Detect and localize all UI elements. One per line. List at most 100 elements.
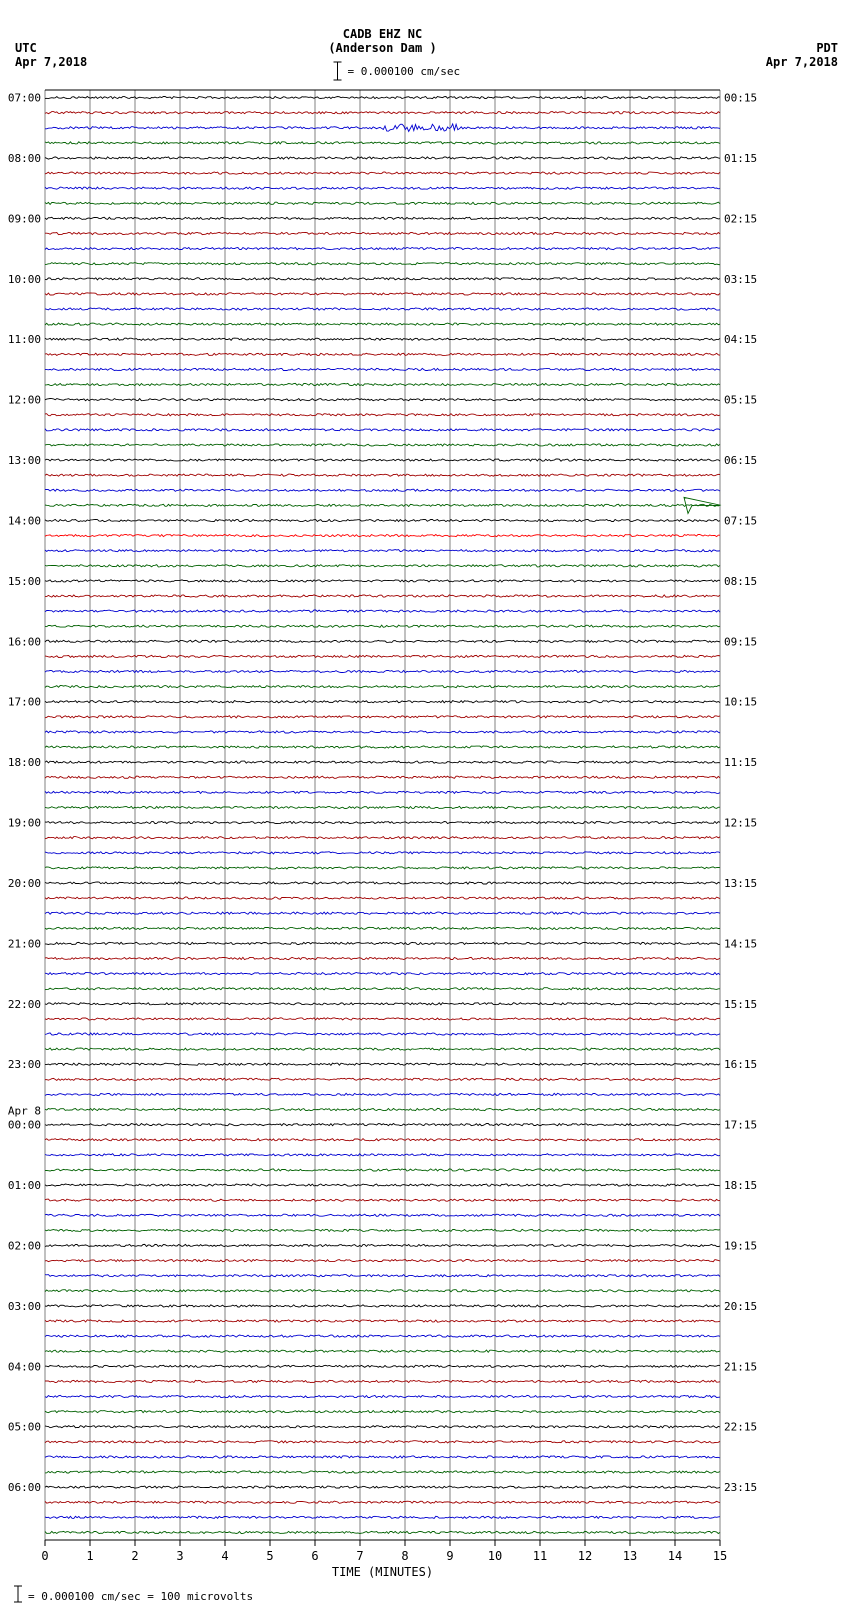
seismic-trace [45, 497, 720, 513]
seismic-trace [45, 535, 720, 537]
x-tick-label: 14 [668, 1549, 682, 1563]
seismic-trace [45, 957, 720, 959]
scale-text: = 0.000100 cm/sec [348, 65, 461, 78]
pdt-time-label: 23:15 [724, 1481, 757, 1494]
seismic-trace [45, 338, 720, 340]
seismic-trace [45, 414, 720, 416]
seismic-trace [45, 1275, 720, 1277]
x-axis-label: TIME (MINUTES) [332, 1565, 433, 1579]
x-tick-label: 15 [713, 1549, 727, 1563]
station-id: CADB EHZ NC [343, 27, 422, 41]
seismic-trace [45, 670, 720, 672]
utc-time-label: 17:00 [8, 696, 41, 709]
x-tick-label: 13 [623, 1549, 637, 1563]
pdt-time-label: 21:15 [724, 1360, 757, 1373]
x-tick-label: 12 [578, 1549, 592, 1563]
utc-time-label: 16:00 [8, 635, 41, 648]
seismic-trace [45, 474, 720, 476]
seismic-trace [45, 1184, 720, 1186]
pdt-time-label: 19:15 [724, 1239, 757, 1252]
seismic-trace [45, 97, 720, 99]
pdt-time-label: 05:15 [724, 394, 757, 407]
seismic-trace [45, 1380, 720, 1382]
x-tick-label: 8 [401, 1549, 408, 1563]
x-tick-label: 1 [86, 1549, 93, 1563]
seismic-trace [45, 1214, 720, 1216]
pdt-time-label: 09:15 [724, 635, 757, 648]
seismic-trace [45, 806, 720, 808]
seismic-trace [45, 217, 720, 219]
seismic-trace [45, 399, 720, 401]
utc-time-label: 20:00 [8, 877, 41, 890]
pdt-time-label: 11:15 [724, 756, 757, 769]
utc-time-label: 03:00 [8, 1300, 41, 1313]
x-tick-label: 7 [356, 1549, 363, 1563]
seismic-trace [45, 973, 720, 975]
seismic-trace [45, 897, 720, 899]
utc-time-label: 08:00 [8, 152, 41, 165]
seismic-trace [45, 550, 720, 552]
seismic-trace [45, 625, 720, 627]
seismic-trace [45, 1471, 720, 1473]
utc-date-marker: Apr 8 [8, 1105, 41, 1118]
seismic-trace [45, 610, 720, 612]
pdt-time-label: 12:15 [724, 817, 757, 830]
seismic-trace [45, 172, 720, 174]
utc-time-label: 04:00 [8, 1360, 41, 1373]
seismic-trace [45, 489, 720, 491]
seismic-trace [45, 927, 720, 929]
utc-time-label: 19:00 [8, 817, 41, 830]
seismic-trace [45, 686, 720, 688]
seismic-trace [45, 263, 720, 265]
utc-time-label: 23:00 [8, 1058, 41, 1071]
utc-time-label: 07:00 [8, 92, 41, 105]
pdt-time-label: 10:15 [724, 696, 757, 709]
seismic-trace [45, 1395, 720, 1397]
utc-time-label: 14:00 [8, 514, 41, 527]
seismic-trace [45, 1365, 720, 1367]
seismic-trace [45, 1320, 720, 1322]
seismic-trace [45, 1078, 720, 1080]
seismic-trace [45, 701, 720, 703]
seismic-trace [45, 746, 720, 748]
seismogram-svg: CADB EHZ NC(Anderson Dam )= 0.000100 cm/… [0, 0, 850, 1613]
pdt-time-label: 03:15 [724, 273, 757, 286]
seismic-trace [45, 1229, 720, 1231]
right-date-label: Apr 7,2018 [766, 55, 838, 69]
seismic-trace [45, 1048, 720, 1050]
seismic-trace [45, 232, 720, 234]
seismic-trace [45, 308, 720, 310]
utc-time-label: 09:00 [8, 212, 41, 225]
utc-time-label: 05:00 [8, 1421, 41, 1434]
seismic-trace [45, 368, 720, 370]
x-tick-label: 9 [446, 1549, 453, 1563]
x-tick-label: 11 [533, 1549, 547, 1563]
seismic-trace [45, 882, 720, 884]
seismic-trace [45, 1290, 720, 1292]
seismic-trace [45, 383, 720, 385]
seismic-trace [45, 1018, 720, 1020]
seismic-trace [45, 1154, 720, 1156]
seismic-trace [45, 323, 720, 325]
seismic-trace [45, 655, 720, 657]
pdt-time-label: 01:15 [724, 152, 757, 165]
pdt-time-label: 20:15 [724, 1300, 757, 1313]
seismic-trace [45, 912, 720, 914]
seismic-trace [45, 278, 720, 280]
seismic-trace [45, 1350, 720, 1352]
seismic-trace [45, 1441, 720, 1443]
seismic-trace [45, 1486, 720, 1488]
seismic-trace [45, 791, 720, 793]
seismic-trace [45, 640, 720, 642]
seismic-trace [45, 565, 720, 567]
pdt-time-label: 06:15 [724, 454, 757, 467]
seismic-trace [45, 187, 720, 189]
seismic-trace [45, 776, 720, 778]
seismic-trace [45, 716, 720, 718]
seismic-trace [45, 1063, 720, 1065]
pdt-time-label: 13:15 [724, 877, 757, 890]
seismic-trace [45, 1108, 720, 1110]
pdt-time-label: 04:15 [724, 333, 757, 346]
pdt-time-label: 00:15 [724, 92, 757, 105]
pdt-time-label: 17:15 [724, 1119, 757, 1132]
